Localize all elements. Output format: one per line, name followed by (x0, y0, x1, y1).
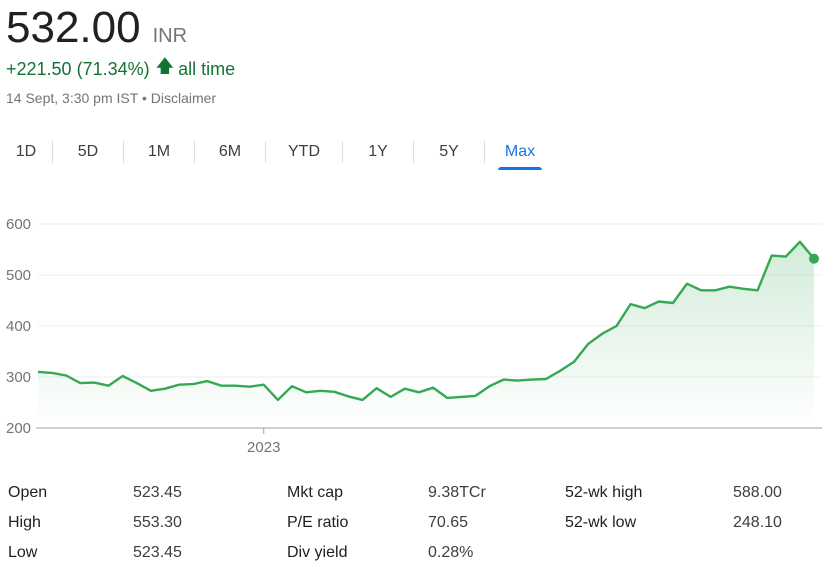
tab-divider (342, 141, 343, 163)
stat-value-52wk-low: 248.10 (733, 514, 782, 531)
stat-label-div-yield: Div yield (287, 544, 348, 561)
tab-divider (484, 141, 485, 163)
quote-header: 532.00 INR +221.50 (71.34%) 🡅 all time 1… (6, 0, 816, 110)
key-stats: Open 523.45 Mkt cap 9.38TCr 52-wk high 5… (8, 478, 820, 568)
tab-divider (413, 141, 414, 163)
tab-1m[interactable]: 1M (124, 134, 194, 170)
price-change: +221.50 (71.34%) (6, 58, 150, 79)
y-tick-label: 400 (6, 318, 31, 335)
stat-label-52wk-high: 52-wk high (565, 484, 643, 501)
y-tick-label: 600 (6, 216, 31, 233)
tab-divider (123, 141, 124, 163)
stat-label-pe-ratio: P/E ratio (287, 514, 349, 531)
price-area (38, 241, 814, 428)
y-axis-ticks: 200 300 400 500 600 (6, 216, 31, 437)
meta-separator: • (141, 90, 147, 106)
stat-value-pe-ratio: 70.65 (428, 514, 469, 531)
tab-label: 5Y (439, 143, 459, 160)
stats-row: Open 523.45 Mkt cap 9.38TCr 52-wk high 5… (8, 478, 820, 508)
tab-label: 1D (15, 143, 37, 160)
disclaimer-link[interactable]: Disclaimer (150, 90, 217, 106)
y-tick-label: 500 (6, 267, 31, 284)
y-tick-label: 200 (6, 420, 31, 437)
price-row: 532.00 INR (6, 0, 816, 56)
stat-value-div-yield: 0.28% (428, 544, 474, 561)
tab-label: 6M (218, 143, 242, 160)
tab-label: 1M (147, 143, 171, 160)
arrow-up-icon: 🡅 (155, 56, 175, 76)
tab-ytd[interactable]: YTD (266, 134, 342, 170)
stat-value-high: 553.30 (133, 514, 182, 531)
stat-value-mkt-cap: 9.38TCr (428, 484, 486, 501)
stat-label-open: Open (8, 484, 48, 501)
tab-max[interactable]: Max (498, 134, 542, 170)
tab-5y[interactable]: 5Y (414, 134, 484, 170)
stats-row: High 553.30 P/E ratio 70.65 52-wk low 24… (8, 508, 820, 538)
x-axis-ticks: 2023 (247, 428, 280, 456)
tab-label: Max (504, 143, 536, 160)
stat-value-low: 523.45 (133, 544, 182, 561)
stat-label-mkt-cap: Mkt cap (287, 484, 344, 501)
tab-1y[interactable]: 1Y (343, 134, 413, 170)
tab-label: 5D (77, 143, 99, 160)
last-price-point[interactable] (809, 253, 819, 264)
price-change-row: +221.50 (71.34%) 🡅 all time (6, 56, 816, 82)
range-tabs: 1D 5D 1M 6M YTD 1Y 5Y Max (0, 134, 828, 170)
stat-label-high: High (8, 514, 41, 531)
quote-timestamp: 14 Sept, 3:30 pm IST (6, 90, 139, 106)
stat-value-open: 523.45 (133, 484, 182, 501)
x-tick-label: 2023 (247, 439, 280, 456)
tab-label: YTD (288, 143, 320, 160)
quote-meta: 14 Sept, 3:30 pm IST • Disclaimer (6, 90, 816, 110)
tab-divider (52, 141, 53, 163)
stat-label-low: Low (8, 544, 38, 561)
price-chart[interactable]: 200 300 400 500 600 2023 (0, 200, 828, 464)
tab-6m[interactable]: 6M (195, 134, 265, 170)
price-line (37, 240, 815, 402)
currency-code: INR (152, 25, 188, 47)
change-period: all time (178, 58, 236, 79)
stats-row: Low 523.45 Div yield 0.28% (8, 538, 820, 568)
tab-divider (265, 141, 266, 163)
tab-divider (194, 141, 195, 163)
tab-1d[interactable]: 1D (0, 134, 52, 170)
stat-label-52wk-low: 52-wk low (565, 514, 637, 531)
current-price: 532.00 (6, 3, 141, 52)
y-tick-label: 300 (6, 369, 31, 386)
tab-label: 1Y (368, 143, 388, 160)
tab-5d[interactable]: 5D (53, 134, 123, 170)
stat-value-52wk-high: 588.00 (733, 484, 782, 501)
